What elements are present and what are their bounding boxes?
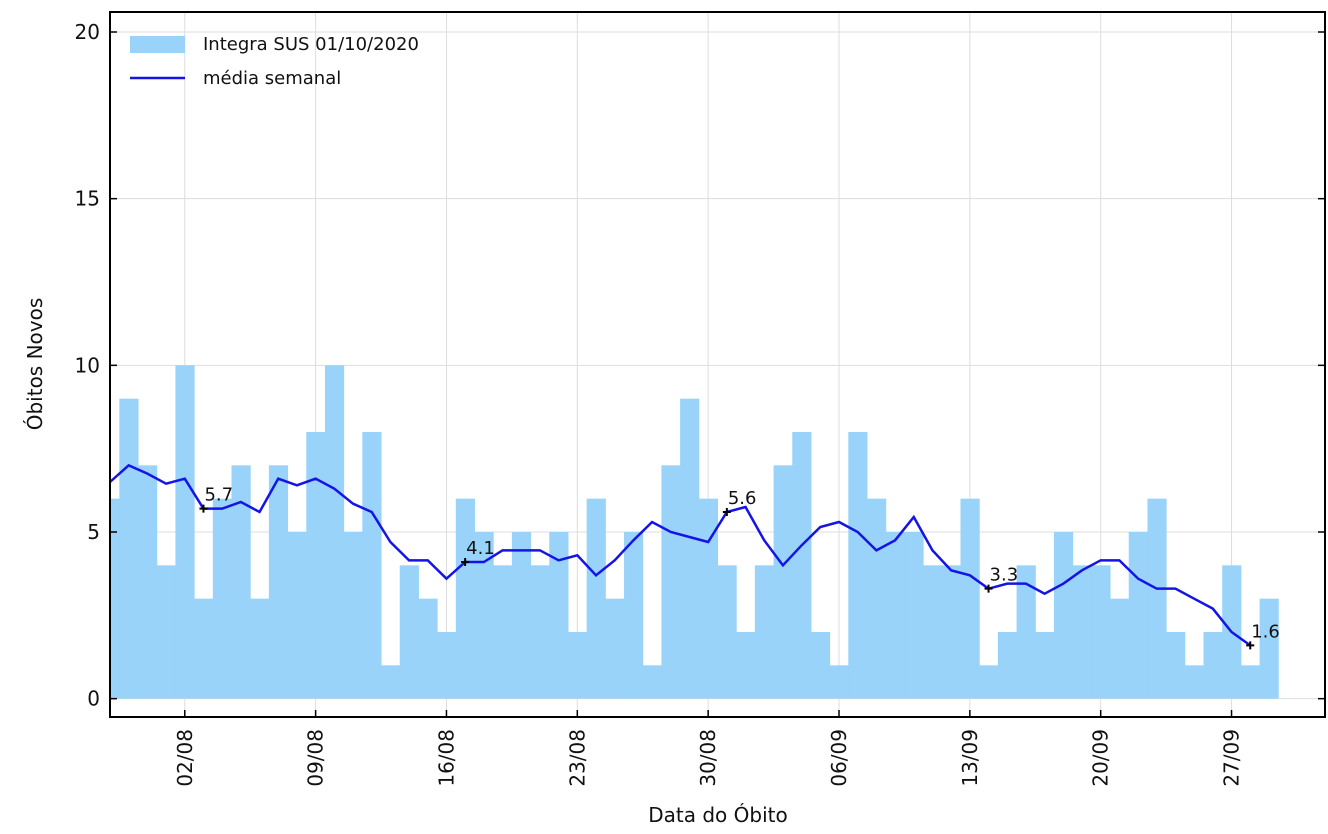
- x-tick-label: 27/09: [1220, 729, 1244, 787]
- x-tick-label: 02/08: [173, 729, 197, 787]
- bar: [624, 532, 644, 699]
- bar: [1203, 632, 1223, 699]
- bar: [110, 498, 120, 699]
- bar: [605, 598, 625, 699]
- bar: [362, 432, 382, 699]
- bar: [642, 665, 662, 699]
- bar: [923, 565, 943, 699]
- x-tick-label: 16/08: [434, 729, 458, 787]
- annotation-marker: [1246, 641, 1255, 650]
- bar: [586, 498, 606, 699]
- bar: [885, 532, 905, 699]
- bar: [268, 465, 289, 699]
- bar: [455, 498, 475, 699]
- bar: [306, 432, 326, 699]
- bar: [792, 432, 812, 699]
- x-tick-label: 06/09: [827, 729, 851, 787]
- y-tick-label: 15: [75, 187, 100, 211]
- bar: [904, 532, 924, 699]
- legend-label: média semanal: [203, 68, 341, 89]
- y-tick-label: 10: [75, 353, 100, 377]
- bar: [381, 665, 401, 699]
- bar: [324, 365, 345, 699]
- bar: [979, 665, 999, 699]
- bar: [493, 565, 513, 699]
- bar: [754, 565, 775, 699]
- y-tick-label: 0: [87, 687, 100, 711]
- bar: [1053, 532, 1074, 699]
- bar: [810, 632, 831, 699]
- bar: [418, 598, 438, 699]
- bar: [343, 532, 363, 699]
- bar: [773, 465, 793, 699]
- bar: [1147, 498, 1167, 699]
- bar: [119, 398, 139, 699]
- plot-area: [110, 12, 1325, 717]
- x-tick-label: 20/09: [1089, 729, 1113, 787]
- bar: [511, 532, 532, 699]
- bar: [399, 565, 419, 699]
- bar: [680, 398, 700, 699]
- x-tick-label: 13/09: [958, 729, 982, 787]
- annotation-label: 3.3: [990, 565, 1019, 586]
- annotation-label: 4.1: [466, 538, 495, 559]
- annotation-marker: [199, 504, 208, 513]
- bar: [138, 465, 158, 699]
- bar: [1035, 632, 1055, 699]
- bar: [698, 498, 718, 699]
- y-axis-label: Óbitos Novos: [23, 298, 47, 431]
- bar: [530, 565, 550, 699]
- bar: [867, 498, 887, 699]
- annotation-label: 5.6: [728, 488, 757, 509]
- bar: [549, 532, 569, 699]
- bar: [1259, 598, 1279, 699]
- bar: [848, 432, 868, 699]
- bar: [567, 632, 588, 699]
- x-axis-label: Data do Óbito: [648, 803, 787, 827]
- bar: [717, 565, 737, 699]
- y-tick-label: 20: [75, 20, 100, 44]
- annotation-label: 5.7: [204, 485, 233, 506]
- x-tick-label: 30/08: [696, 729, 720, 787]
- bar: [997, 632, 1018, 699]
- line: [110, 463, 1251, 647]
- bar: [829, 665, 849, 699]
- annotation-label: 1.6: [1251, 621, 1280, 642]
- bar: [1184, 665, 1204, 699]
- bar: [661, 465, 681, 699]
- bar: [960, 498, 980, 699]
- bar: [231, 465, 251, 699]
- bar: [941, 565, 961, 699]
- annotation-marker: [722, 508, 731, 516]
- bar: [1166, 632, 1186, 699]
- x-tick-label: 23/08: [565, 729, 589, 787]
- bar: [175, 365, 195, 699]
- bar: [287, 532, 307, 699]
- bar: [194, 598, 214, 699]
- x-tick-label: 09/08: [304, 729, 328, 787]
- bar: [1240, 665, 1261, 699]
- bar: [212, 498, 232, 699]
- bar: [437, 632, 457, 699]
- bar: [474, 532, 494, 699]
- bar: [1091, 565, 1111, 699]
- bar: [1128, 532, 1148, 699]
- annotation-marker: [461, 558, 470, 566]
- axes-frame: [109, 11, 1326, 718]
- bar: [156, 565, 176, 699]
- bar: [1072, 565, 1092, 699]
- bar: [1110, 598, 1130, 699]
- annotation-marker: [984, 584, 993, 593]
- bar: [1016, 565, 1036, 699]
- bar: [250, 598, 270, 699]
- y-tick-label: 5: [87, 520, 100, 544]
- legend-label: Integra SUS 01/10/2020: [203, 34, 419, 55]
- bar: [736, 632, 756, 699]
- legend-swatch: [130, 36, 185, 53]
